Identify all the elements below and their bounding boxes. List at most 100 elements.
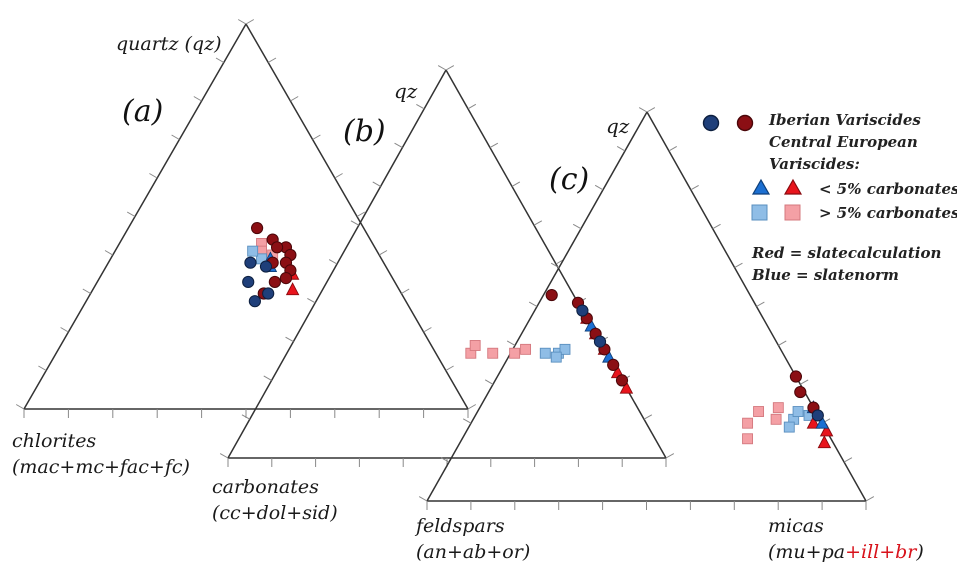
- tick-mark: [350, 220, 360, 226]
- point-central-gt5-slatecalculation: [770, 413, 782, 425]
- point-iberian-slatecalculation: [607, 358, 620, 371]
- tick-mark: [126, 211, 136, 217]
- point-central-lt5-slatecalculation: [619, 380, 634, 394]
- tick-mark: [638, 107, 648, 113]
- point-central-gt5-slatecalculation: [469, 340, 481, 351]
- apex-label-feldspars-formula: (an+ab+or): [416, 541, 530, 563]
- tick-mark: [484, 379, 494, 385]
- micas-formula-part-3: ): [915, 541, 923, 563]
- tick-mark: [690, 184, 699, 191]
- legend-color-key-blue: Blue = slatenorm: [751, 266, 899, 284]
- data-points: [242, 221, 834, 449]
- legend-key-blue-word: Blue: [751, 266, 791, 284]
- apex-label-feldspars: feldspars: [414, 515, 505, 537]
- point-iberian-slatenorm: [259, 260, 273, 273]
- tick-mark: [312, 134, 321, 140]
- tick-mark: [328, 259, 338, 265]
- tick-mark: [171, 134, 180, 140]
- point-iberian-slatecalculation: [545, 288, 558, 302]
- tick-mark: [104, 250, 114, 256]
- legend-marker-iberian-blue: [702, 114, 720, 132]
- tick-mark: [423, 327, 432, 333]
- tick-mark: [511, 181, 521, 187]
- point-iberian-slatenorm: [244, 256, 257, 269]
- tick-mark: [778, 340, 787, 346]
- legend-key-red-text: = slatecalculation: [785, 244, 942, 262]
- tick-mark: [594, 184, 604, 191]
- point-iberian-slatecalculation: [279, 272, 293, 285]
- tick-mark: [668, 146, 677, 152]
- legend-label-gt5: > 5% carbonates: [819, 204, 957, 222]
- tick-mark: [506, 340, 516, 346]
- point-central-gt5-slatecalculation: [520, 343, 532, 355]
- point-iberian-slatecalculation: [270, 241, 284, 254]
- micas-formula-part-1: (mu+pa: [768, 541, 845, 563]
- tick-mark: [467, 404, 477, 410]
- tick-mark: [550, 262, 560, 269]
- point-central-gt5-slatenorm: [783, 421, 795, 433]
- point-iberian-slatecalculation: [268, 275, 281, 289]
- point-central-gt5-slatecalculation: [487, 347, 499, 359]
- panel-label-b: (b): [343, 114, 386, 149]
- point-iberian-slatenorm: [248, 295, 261, 308]
- tick-mark: [285, 336, 294, 343]
- tick-mark: [800, 379, 809, 385]
- tick-mark: [38, 365, 47, 371]
- tick-mark: [440, 457, 450, 463]
- legend-label-iberian: Iberian Variscides: [768, 111, 921, 129]
- point-iberian-slatenorm: [242, 275, 255, 289]
- point-iberian-slatecalculation: [615, 374, 629, 387]
- apex-label-micas: micas: [768, 515, 824, 537]
- point-central-lt5-slatecalculation: [819, 423, 834, 437]
- tick-mark: [533, 220, 543, 226]
- tick-mark: [643, 414, 653, 420]
- apex-label-quartz: quartz (qz): [116, 33, 222, 55]
- tick-mark: [263, 375, 272, 381]
- tick-mark: [462, 418, 472, 424]
- legend-marker-lt5-red: [783, 178, 803, 195]
- tick-mark: [418, 496, 428, 502]
- point-central-gt5-slatecalculation: [753, 406, 765, 417]
- legend-marker-gt5-red: [784, 204, 801, 221]
- tick-mark: [245, 19, 255, 25]
- tick-mark: [843, 457, 853, 463]
- tick-mark: [193, 96, 202, 102]
- tick-mark: [241, 414, 251, 420]
- point-iberian-slatecalculation: [251, 221, 264, 235]
- tick-mark: [82, 288, 91, 294]
- legend-marker-lt5-blue: [751, 178, 771, 195]
- apex-label-carbonates: carbonates: [212, 476, 319, 498]
- micas-formula-part-red: +ill+br: [845, 541, 918, 563]
- tick-mark: [712, 223, 721, 230]
- legend-label-central-1: Central European: [769, 133, 918, 151]
- apex-label-qz-c: qz: [606, 114, 630, 138]
- tick-mark: [307, 297, 316, 304]
- tick-mark: [60, 327, 69, 333]
- point-central-gt5-slatenorm: [792, 406, 804, 417]
- point-central-gt5-slatenorm: [550, 351, 562, 363]
- point-iberian-slatecalculation: [794, 385, 807, 399]
- point-iberian-slatenorm: [262, 287, 275, 300]
- tick-mark: [756, 301, 765, 307]
- tick-mark: [267, 57, 277, 63]
- tick-mark: [334, 173, 343, 179]
- panel-label-c: (c): [549, 162, 589, 197]
- tick-mark: [445, 365, 454, 371]
- point-central-gt5-slatenorm: [539, 347, 551, 359]
- tick-mark: [237, 19, 247, 25]
- tick-mark: [734, 262, 743, 269]
- apex-label-qz-b: qz: [394, 79, 418, 103]
- point-central-gt5-slatecalculation: [509, 347, 521, 359]
- tick-mark: [489, 142, 499, 149]
- legend-color-key-red: Red = slatecalculation: [751, 244, 941, 262]
- tick-mark: [437, 65, 447, 71]
- legend-key-blue-text: = slatenorm: [791, 266, 899, 284]
- tick-mark: [394, 142, 403, 149]
- point-iberian-slatenorm: [576, 304, 589, 317]
- tick-mark: [372, 181, 381, 187]
- apex-label-chlorites-formula: (mac+mc+fac+fc): [12, 456, 190, 478]
- tick-mark: [401, 288, 410, 294]
- point-central-gt5-slatecalculation: [772, 402, 784, 414]
- apex-label-chlorites: chlorites: [12, 430, 96, 452]
